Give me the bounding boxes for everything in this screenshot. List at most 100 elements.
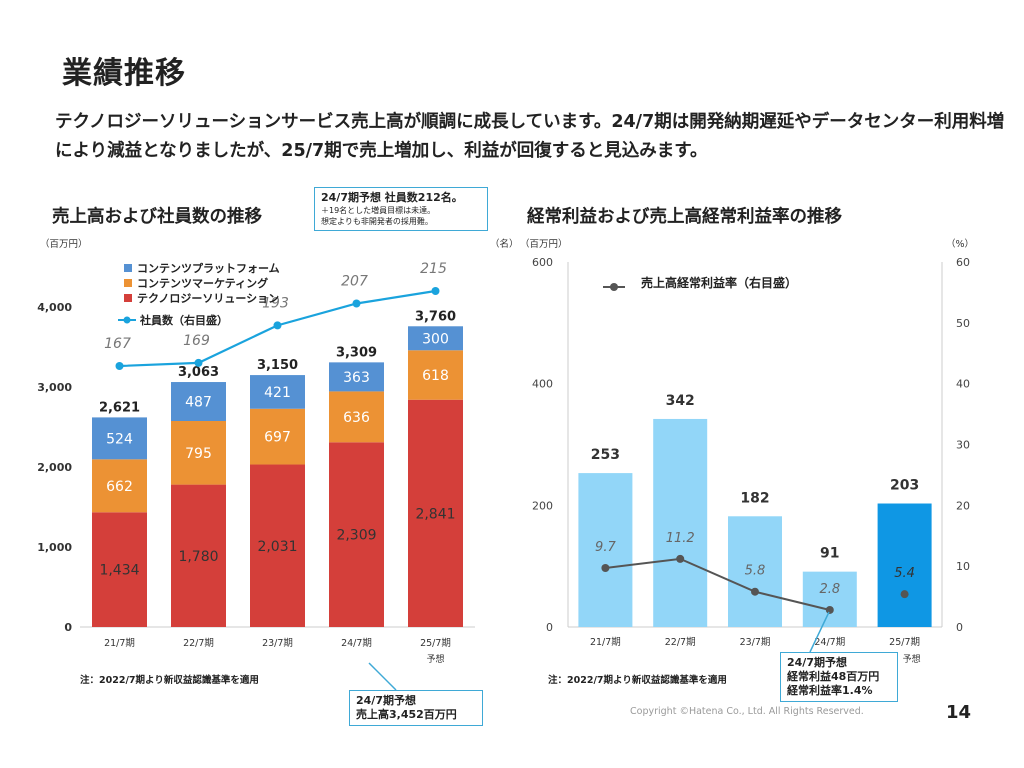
employee-point <box>273 321 282 330</box>
right-callout-line2: 経常利益48百万円 <box>787 670 880 683</box>
left-bar-segment <box>171 484 226 627</box>
right-callout-pointer <box>809 611 830 653</box>
right-bar <box>653 418 708 627</box>
right-bar-value-label: 342 <box>666 393 695 409</box>
right-callout-line3: 経常利益率1.4% <box>787 684 873 697</box>
right-y2-tick-label: 40 <box>956 378 970 391</box>
left-bar-value-label: 421 <box>264 385 291 401</box>
employee-value-label: 167 <box>104 336 131 352</box>
left-bar-value-label: 618 <box>422 368 449 384</box>
right-y-tick-label: 0 <box>546 621 553 634</box>
right-y2-tick-label: 0 <box>956 621 963 634</box>
left-bar-value-label: 662 <box>106 479 133 495</box>
right-bar <box>728 516 782 627</box>
right-y2-tick-label: 30 <box>956 439 970 452</box>
ratio-value-label: 9.7 <box>595 540 616 555</box>
left-y-tick-label: 4,000 <box>37 301 72 314</box>
ratio-point <box>825 605 834 614</box>
left-unit-label: （百万円） <box>40 239 88 250</box>
left-x-tick-label: 21/7期 <box>104 638 135 649</box>
left-right-unit-label: （名） <box>490 239 519 250</box>
left-bar-value-label: 795 <box>185 446 212 462</box>
left-bar-value-label: 1,780 <box>178 549 218 565</box>
right-chart-title: 経常利益および売上高経常利益率の推移 <box>527 207 842 227</box>
left-top-callout-line3: 想定よりも非開発者の採用難。 <box>321 217 433 226</box>
left-bar-total-label: 3,760 <box>415 309 456 324</box>
left-y-tick-label: 2,000 <box>37 461 72 474</box>
right-y2-tick-label: 60 <box>956 256 970 269</box>
ratio-value-label: 2.8 <box>819 582 840 597</box>
left-bar-segment <box>250 408 305 465</box>
left-bar-segment <box>408 350 463 400</box>
right-bar-value-label: 203 <box>890 478 919 494</box>
left-legend-swatch <box>124 264 132 272</box>
left-bar-total-label: 3,063 <box>178 365 219 380</box>
left-bar-value-label: 2,309 <box>336 528 376 544</box>
ratio-line <box>605 557 831 611</box>
left-bar-segment <box>250 464 305 627</box>
page-title: 業績推移 <box>62 56 186 91</box>
right-y2-tick-label: 50 <box>956 317 970 330</box>
left-top-callout-line1: 24/7期予想 社員数212名。 <box>321 191 463 204</box>
left-bar-value-label: 2,031 <box>257 539 297 555</box>
left-bar-segment <box>92 459 147 513</box>
ratio-value-label: 5.4 <box>894 566 915 581</box>
left-y-tick-label: 0 <box>64 621 72 634</box>
ratio-value-label: 5.8 <box>745 564 766 579</box>
left-bar-segment <box>250 375 305 409</box>
left-bar-value-label: 697 <box>264 430 291 446</box>
left-legend-label: コンテンツマーケティング <box>137 276 268 290</box>
left-bar-segment <box>92 417 147 460</box>
left-top-callout: 24/7期予想 社員数212名。 ＋19名とした増員目標は未達。 想定よりも非開… <box>314 187 488 231</box>
right-bar-value-label: 91 <box>820 546 839 562</box>
right-unit-label: （百万円） <box>520 239 568 250</box>
employee-value-label: 193 <box>262 295 289 311</box>
ratio-point <box>751 587 759 596</box>
left-bar-total-label: 3,309 <box>336 345 377 360</box>
right-x-tick-label: 21/7期 <box>590 637 621 648</box>
right-callout-line1: 24/7期予想 <box>787 656 847 669</box>
right-note: 注：2022/7期より新収益認識基準を適用 <box>548 675 727 686</box>
right-legend-label: 売上高経常利益率（右目盛） <box>641 275 797 290</box>
ratio-point <box>900 590 909 599</box>
right-y2-tick-label: 10 <box>956 560 970 573</box>
left-top-callout-line2: ＋19名とした増員目標は未達。 <box>321 206 436 215</box>
left-bottom-callout-line1: 24/7期予想 <box>356 694 416 707</box>
left-chart-title: 売上高および社員数の推移 <box>52 207 262 227</box>
left-x-tick-label: 25/7期 <box>420 638 451 649</box>
left-bar-segment <box>408 326 463 351</box>
left-bar-segment <box>329 391 384 443</box>
left-bar-value-label: 1,434 <box>99 563 139 579</box>
left-forecast-label: 予想 <box>426 653 444 665</box>
right-y2-tick-label: 20 <box>956 499 970 512</box>
left-bar-value-label: 636 <box>343 410 370 426</box>
right-bar-value-label: 182 <box>740 490 769 506</box>
left-legend-line-marker <box>123 316 131 324</box>
left-bar-segment <box>171 382 226 421</box>
ratio-point <box>676 554 685 563</box>
right-x-tick-label: 22/7期 <box>665 637 696 648</box>
left-x-tick-label: 22/7期 <box>183 638 214 649</box>
left-bar-total-label: 2,621 <box>99 400 140 415</box>
right-x-tick-label: 23/7期 <box>740 637 771 648</box>
right-right-unit-label: （%） <box>946 239 975 250</box>
employee-value-label: 169 <box>183 333 210 349</box>
employee-point <box>352 299 361 308</box>
right-y-tick-label: 400 <box>532 378 553 391</box>
left-bar-value-label: 363 <box>343 370 370 386</box>
left-bar-value-label: 524 <box>106 431 133 447</box>
employee-point <box>194 358 203 367</box>
right-x-tick-label: 25/7期 <box>889 637 920 648</box>
copyright: Copyright ©Hatena Co., Ltd. All Rights R… <box>630 706 864 717</box>
left-bar-segment <box>171 421 226 485</box>
left-legend-label: テクノロジーソリューション <box>137 292 279 305</box>
right-y-tick-label: 200 <box>532 499 553 512</box>
right-forecast-label: 予想 <box>903 653 921 665</box>
right-x-tick-label: 24/7期 <box>814 637 845 648</box>
left-note: 注：2022/7期より新収益認識基準を適用 <box>80 675 259 686</box>
left-bar-segment <box>92 512 147 627</box>
left-bar-segment <box>408 399 463 627</box>
left-legend-label: コンテンツプラットフォーム <box>137 261 280 275</box>
right-bar <box>802 571 857 627</box>
